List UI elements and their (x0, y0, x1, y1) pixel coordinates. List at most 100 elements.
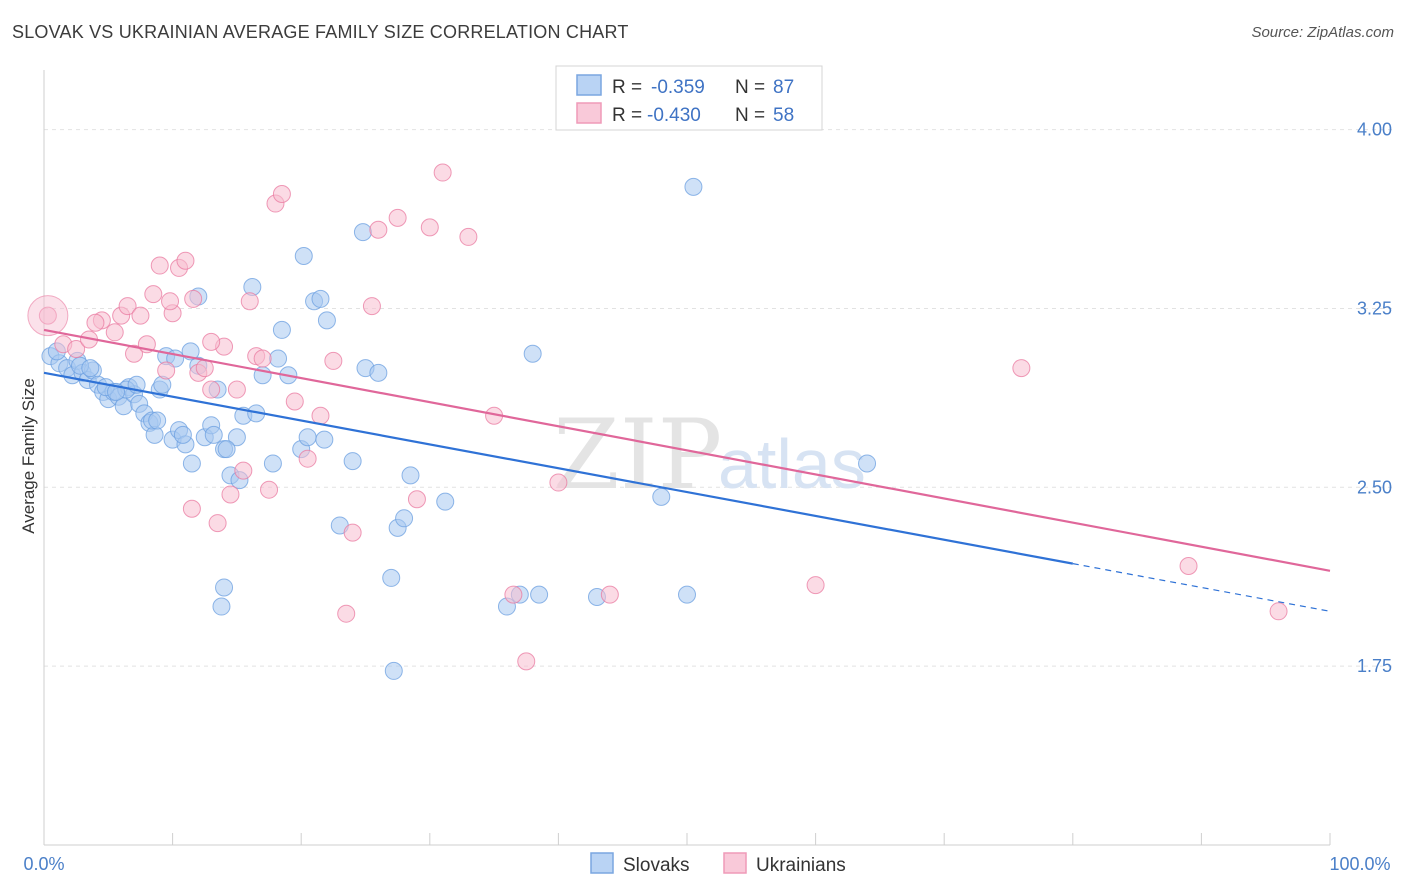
ukrainian-point (27, 295, 69, 337)
legend-r-label-ukrainians: R = (612, 105, 642, 126)
ukrainian-point (1012, 359, 1031, 378)
slovak-trend-extension (1072, 563, 1331, 612)
legend-r-value-slovaks: -0.359 (651, 77, 705, 98)
slovak-point (523, 344, 542, 363)
ukrainian-point (420, 218, 439, 237)
x-tick-label-min: 0.0% (23, 854, 64, 874)
slovak-point (395, 509, 414, 528)
ukrainian-point (157, 361, 176, 380)
ukrainian-point (176, 251, 195, 270)
ukrainian-point (38, 306, 57, 325)
slovak-point (678, 585, 696, 604)
slovak-point (294, 247, 313, 265)
series-legend-label-ukrainians: Ukrainians (756, 855, 846, 876)
y-tick-label: 2.50 (1357, 477, 1392, 497)
ukrainian-point (253, 349, 272, 368)
slovak-point (81, 359, 100, 378)
ukrainian-point (272, 185, 291, 203)
ukrainian-point (184, 289, 203, 308)
ukrainian-point (131, 306, 150, 325)
slovak-point (317, 311, 336, 330)
slovak-point (369, 363, 388, 382)
ukrainian-point (227, 380, 246, 399)
slovak-point (227, 428, 246, 447)
legend-swatch-ukrainians (576, 102, 602, 124)
slovak-point (263, 454, 282, 473)
slovak-point (315, 430, 334, 449)
slovak-point (148, 411, 167, 430)
ukrainian-point (150, 256, 169, 275)
ukrainian-point (105, 323, 124, 342)
slovak-point (858, 454, 877, 473)
ukrainian-point (125, 344, 144, 363)
slovak-point (212, 597, 231, 616)
slovak-point (173, 425, 192, 444)
ukrainian-point (337, 604, 356, 623)
trend-lines (43, 328, 1331, 612)
ukrainian-point (221, 485, 240, 504)
grid-lines (44, 129, 1392, 667)
ukrainian-point (86, 313, 105, 332)
slovak-point (311, 289, 330, 308)
ukrainian-point (504, 585, 523, 604)
ukrainian-trend-line (43, 328, 1331, 572)
legend-n-label-slovaks: N = (735, 77, 765, 98)
slovak-point (217, 440, 236, 459)
slovak-point (353, 223, 372, 242)
ukrainian-point (182, 499, 201, 518)
y-axis-label: Average Family Size (19, 378, 38, 534)
legend-r-value-ukrainians: -0.430 (647, 105, 701, 126)
ukrainian-point (459, 227, 478, 246)
ukrainian-point (67, 340, 86, 358)
ukrainian-point (362, 297, 381, 316)
slovak-point (298, 428, 317, 447)
chart-title: SLOVAK VS UKRAINIAN AVERAGE FAMILY SIZE … (12, 22, 629, 42)
slovak-trend-line (43, 371, 1074, 565)
slovak-point (530, 585, 549, 604)
ukrainian-point (234, 461, 253, 480)
axes (43, 70, 1331, 846)
ukrainian-point (549, 473, 568, 492)
ukrainian-point (433, 163, 452, 182)
ukrainian-point (240, 292, 259, 311)
ukrainian-point (311, 406, 330, 425)
legend-swatch-slovaks (576, 74, 602, 96)
ukrainian-point (298, 449, 317, 468)
correlation-legend: R = -0.359 N = 87 R = -0.430 N = 58 (555, 65, 823, 131)
ukrainian-point (1269, 602, 1288, 621)
series-legend: Slovaks Ukrainians (590, 852, 846, 876)
data-points (27, 163, 1288, 680)
ukrainian-point (343, 523, 362, 542)
ukrainian-point (369, 220, 388, 239)
slovak-point (343, 452, 362, 471)
x-tick-label-max: 100.0% (1329, 854, 1390, 874)
ukrainian-point (208, 514, 227, 533)
ukrainian-point (285, 392, 304, 411)
legend-n-value-slovaks: 87 (773, 77, 794, 98)
slovak-point (272, 320, 291, 339)
slovak-point (182, 454, 201, 473)
slovak-point (215, 578, 234, 597)
ukrainian-point (118, 297, 137, 316)
ukrainian-point (144, 285, 163, 304)
y-tick-label: 1.75 (1357, 656, 1392, 676)
ukrainian-point (324, 351, 343, 370)
ukrainian-point (202, 380, 221, 399)
slovak-point (684, 177, 703, 196)
series-legend-swatch-ukrainians (723, 852, 747, 874)
chart-source: Source: ZipAtlas.com (1251, 24, 1394, 41)
slovak-point (382, 568, 401, 587)
ukrainian-point (806, 576, 825, 595)
slovak-point (384, 661, 403, 680)
ukrainian-point (517, 652, 536, 671)
ukrainian-point (202, 332, 221, 351)
y-tick-labels: 1.75 2.50 3.25 4.00 (1357, 120, 1392, 677)
y-tick-label: 4.00 (1357, 120, 1392, 140)
ukrainian-point (407, 490, 426, 509)
watermark-atlas: atlas (718, 425, 866, 503)
legend-n-value-ukrainians: 58 (773, 105, 794, 126)
ukrainian-point (260, 480, 279, 499)
ukrainian-point (600, 585, 619, 604)
slovak-point (652, 487, 671, 506)
